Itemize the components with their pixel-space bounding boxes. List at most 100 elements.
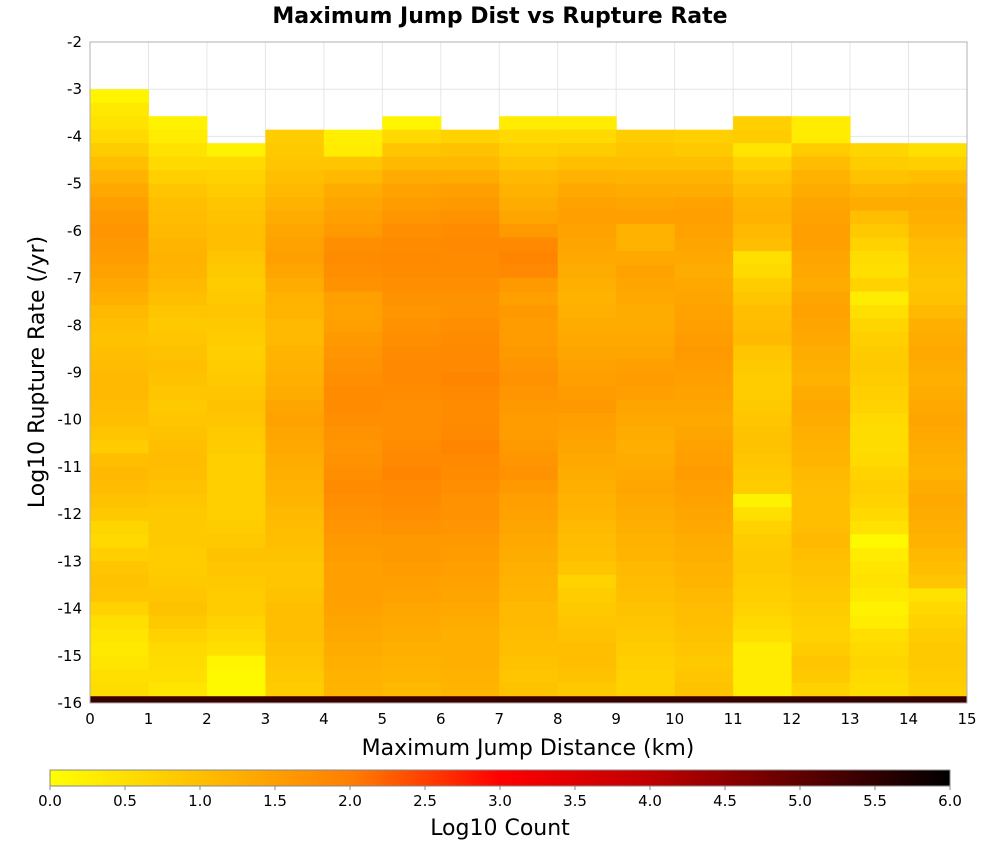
heatmap-cell	[148, 561, 208, 576]
heatmap-cell	[90, 332, 149, 347]
y-axis-title: Log10 Rupture Rate (/yr)	[25, 236, 50, 508]
heatmap-cell	[90, 170, 149, 185]
heatmap-cell	[791, 372, 851, 387]
heatmap-cell	[616, 412, 676, 427]
heatmap-cell	[148, 426, 208, 441]
heatmap-cell	[440, 615, 500, 630]
heatmap-cell	[499, 183, 559, 198]
heatmap-cell	[382, 210, 442, 225]
heatmap-cell	[382, 493, 442, 508]
heatmap-cell	[850, 237, 910, 252]
heatmap-cell	[90, 291, 149, 306]
heatmap-cell	[206, 669, 266, 684]
heatmap-cell	[90, 642, 149, 657]
heatmap-cell	[674, 143, 734, 158]
heatmap-cell	[908, 412, 968, 427]
y-tick-label: -8	[67, 316, 82, 334]
heatmap-cell	[148, 183, 208, 198]
heatmap-cell	[499, 156, 559, 171]
heatmap-cell	[557, 453, 617, 468]
x-tick-label: 0	[85, 710, 95, 728]
heatmap-cell	[90, 345, 149, 360]
heatmap-cell	[90, 372, 149, 387]
heatmap-cell	[206, 359, 266, 373]
heatmap-cell	[206, 493, 266, 508]
heatmap-cell	[440, 197, 500, 212]
heatmap-cell	[323, 601, 383, 616]
heatmap-cell	[265, 251, 325, 266]
heatmap-cell	[791, 278, 851, 293]
heatmap-cell	[791, 507, 851, 522]
heatmap-cell	[791, 237, 851, 252]
heatmap-cell	[733, 493, 793, 508]
heatmap-cell	[90, 520, 149, 535]
heatmap-cell	[148, 480, 208, 495]
heatmap-cell	[265, 601, 325, 616]
heatmap-cell	[674, 561, 734, 576]
heatmap-cell	[148, 628, 208, 643]
heatmap-cell	[90, 183, 149, 198]
heatmap-cell	[148, 224, 208, 239]
heatmap-cell	[323, 628, 383, 643]
heatmap-cell	[557, 412, 617, 427]
heatmap-cell	[148, 129, 208, 144]
heatmap-cell	[265, 547, 325, 562]
heatmap-cell	[440, 534, 500, 549]
heatmap-cell	[440, 385, 500, 400]
heatmap-cell	[90, 385, 149, 400]
heatmap-cell	[90, 210, 149, 225]
heatmap-cell	[323, 412, 383, 427]
heatmap-cell	[557, 358, 617, 373]
heatmap-cell	[850, 332, 910, 347]
heatmap-cell	[791, 345, 851, 360]
heatmap-cell	[499, 318, 559, 333]
heatmap-cell	[499, 345, 559, 360]
heatmap-cell	[733, 574, 793, 589]
heatmap-cell	[908, 345, 968, 360]
heatmap-cell	[148, 251, 208, 266]
heatmap-cell	[499, 615, 559, 630]
heatmap-cell	[323, 143, 383, 158]
heatmap-cell	[90, 399, 149, 414]
heatmap-cell	[499, 507, 559, 522]
x-tick-label: 15	[957, 710, 976, 728]
heatmap-cell	[733, 251, 793, 266]
heatmap-cell	[791, 183, 851, 198]
heatmap-cell	[382, 628, 442, 643]
y-tick-label: -2	[67, 33, 82, 51]
heatmap-cell	[206, 682, 266, 697]
heatmap-cell	[557, 332, 617, 347]
heatmap-cell	[791, 251, 851, 266]
heatmap-cell	[791, 534, 851, 549]
heatmap-cell	[90, 251, 149, 266]
heatmap-cell	[323, 156, 383, 171]
heatmap-cell	[499, 372, 559, 387]
heatmap-cell	[557, 493, 617, 508]
heatmap-cell	[382, 170, 442, 185]
heatmap-cell	[674, 372, 734, 387]
heatmap-cell	[616, 520, 676, 535]
heatmap-cell	[850, 359, 910, 373]
heatmap-cell	[265, 129, 325, 144]
heatmap-cell	[616, 669, 676, 684]
heatmap-cell	[206, 251, 266, 266]
heatmap-cell	[791, 264, 851, 279]
heatmap-cell	[499, 291, 559, 306]
heatmap-cell	[206, 224, 266, 239]
x-tick-label: 1	[144, 710, 154, 728]
x-tick-label: 9	[611, 710, 621, 728]
heatmap-cell	[499, 601, 559, 616]
heatmap-cell	[382, 480, 442, 495]
heatmap-cell	[733, 358, 793, 373]
heatmap-cell	[791, 642, 851, 657]
heatmap-cell	[733, 143, 793, 158]
heatmap-cell	[850, 588, 910, 603]
heatmap-cell	[265, 372, 325, 387]
heatmap-cell	[440, 264, 500, 279]
heatmap-cell	[908, 507, 968, 522]
heatmap-cell	[440, 547, 500, 562]
heatmap-cell	[265, 615, 325, 630]
heatmap-cell	[616, 197, 676, 212]
heatmap-cell	[90, 278, 149, 293]
heatmap-cell	[148, 574, 208, 589]
